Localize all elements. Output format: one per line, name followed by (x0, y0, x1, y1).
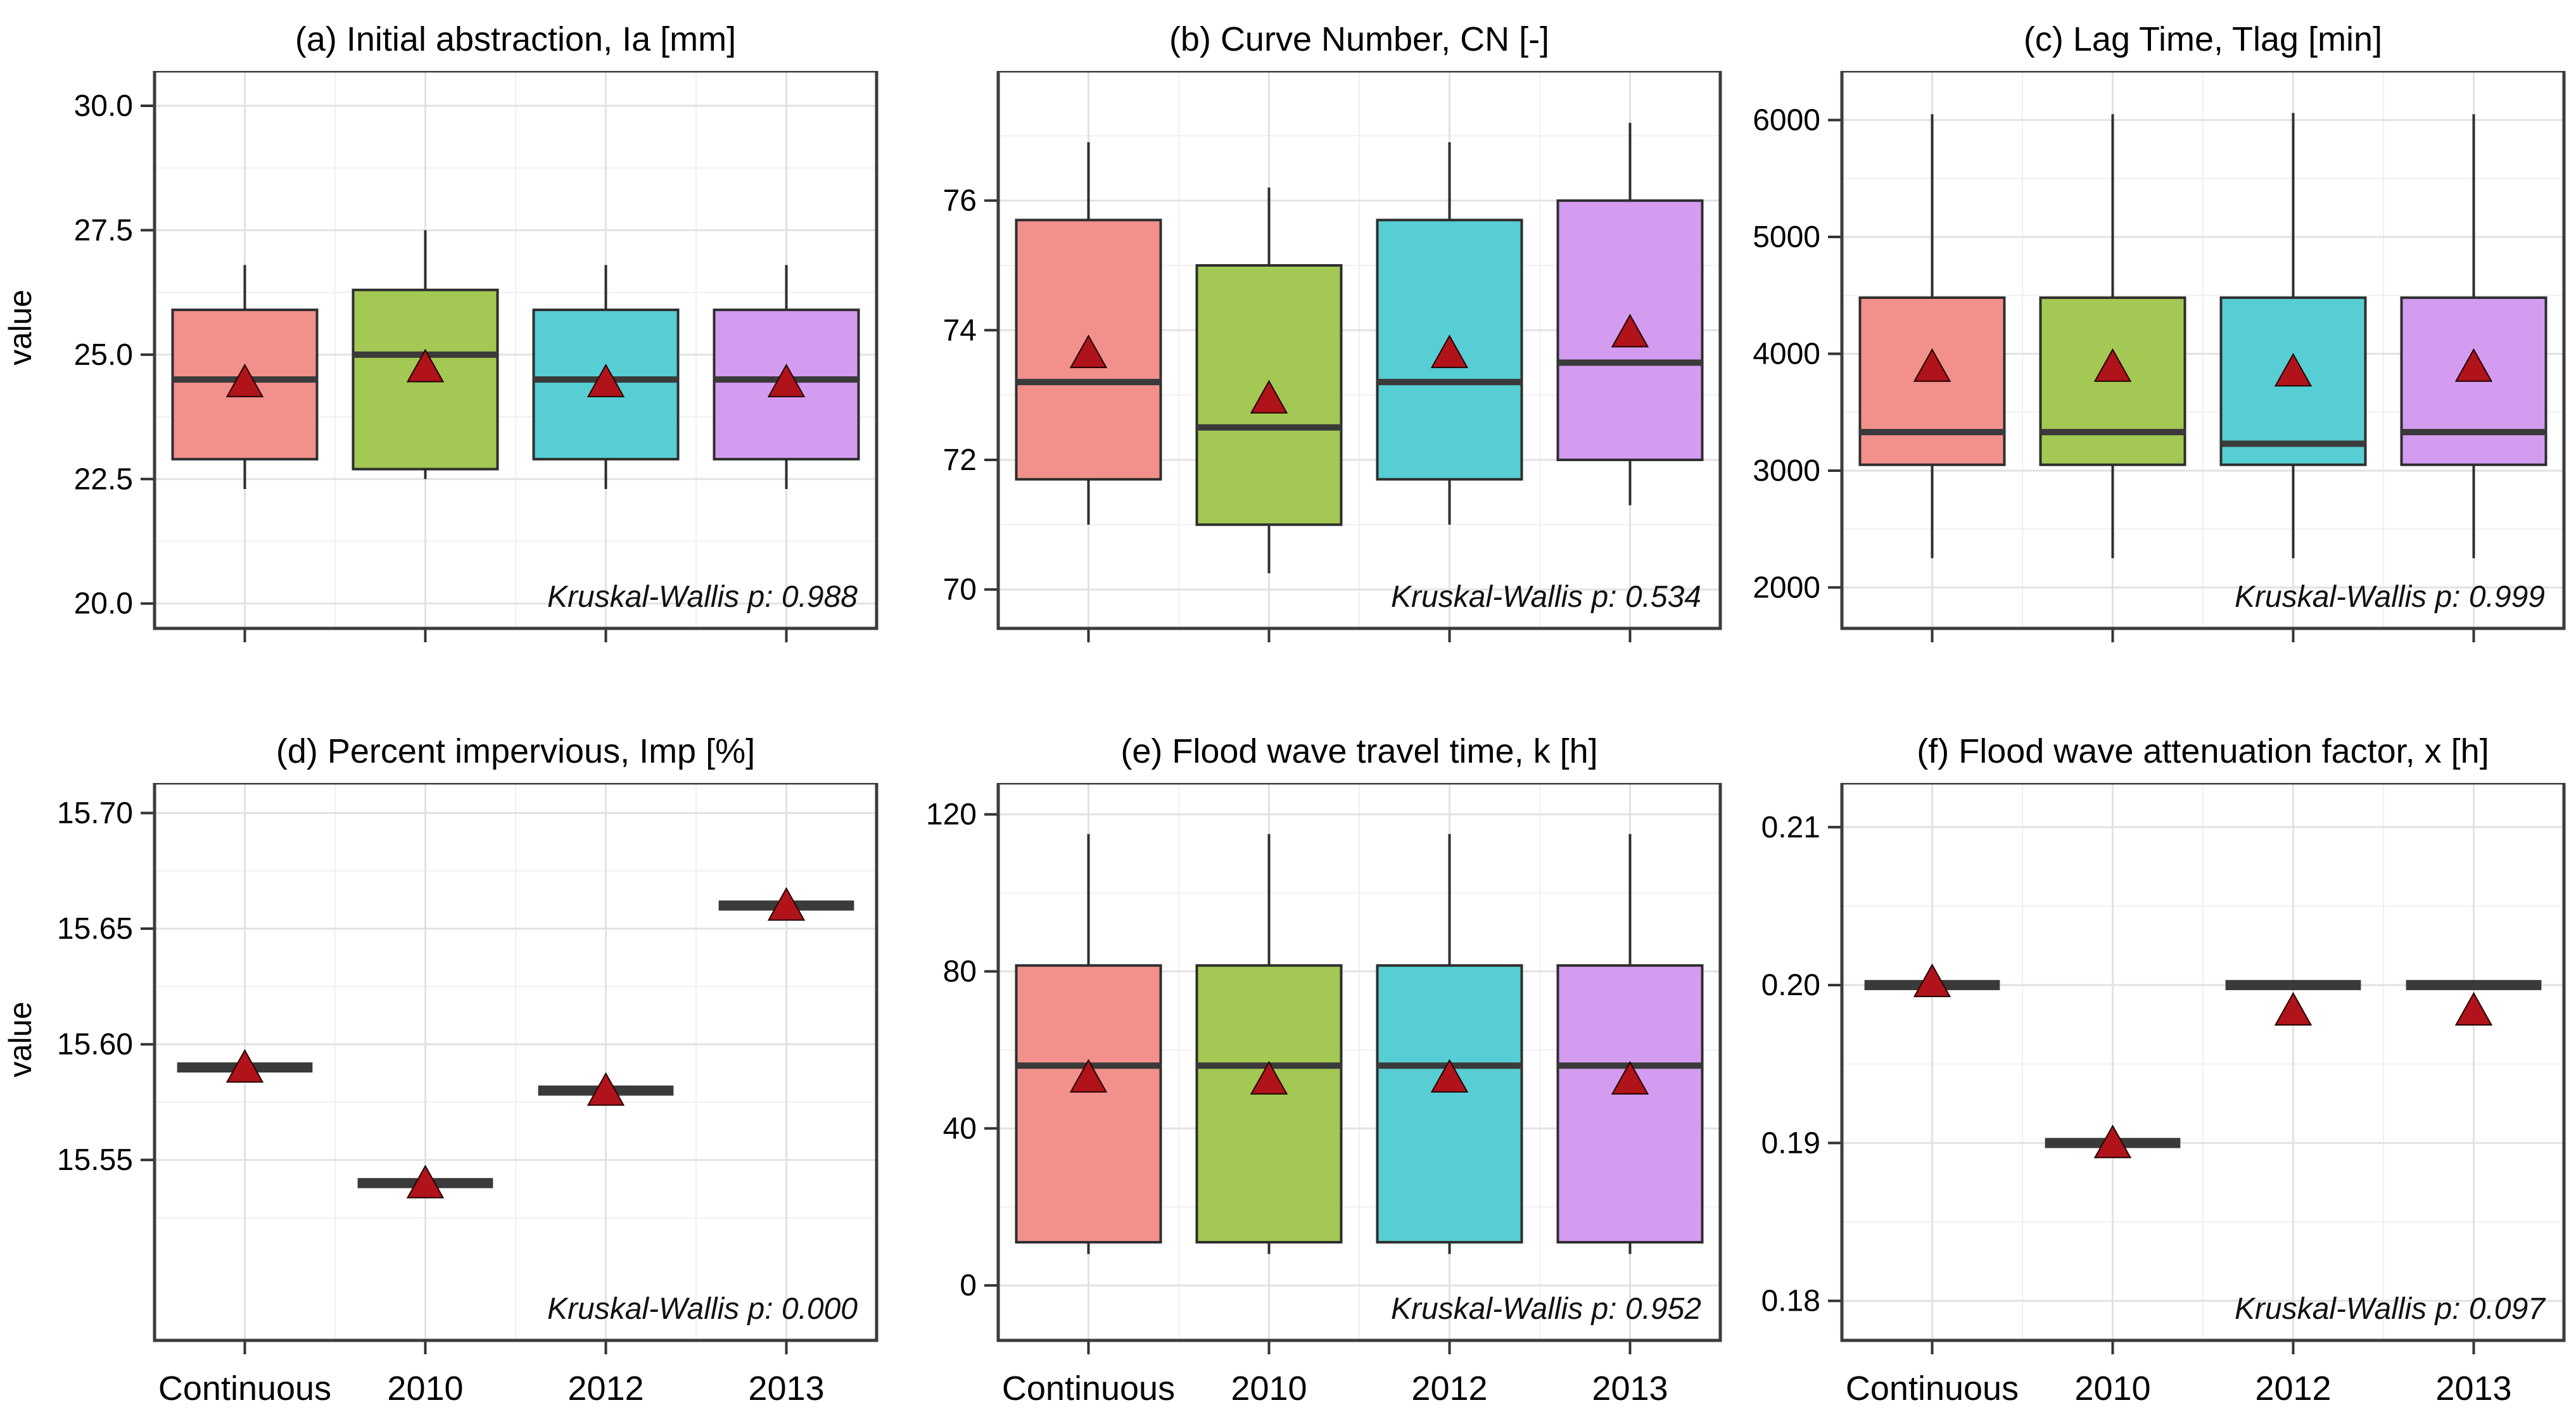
panel-f: (f) Flood wave attenuation factor, x [h]… (1728, 712, 2572, 1424)
svg-text:80: 80 (943, 955, 977, 988)
x-label-continuous: Continuous (1001, 1370, 1176, 1408)
panel-a-title: (a) Initial abstraction, Ia [mm] (295, 20, 737, 58)
svg-text:22.5: 22.5 (74, 462, 133, 496)
svg-text:2000: 2000 (1753, 571, 1820, 604)
svg-text:20.0: 20.0 (74, 587, 133, 621)
svg-text:74: 74 (943, 314, 977, 347)
y-axis-label: value (3, 289, 38, 366)
panel-c-plot: 2000 3000 4000 5000 6000 (1753, 71, 2566, 642)
panel-e-plot: 0 40 80 120 (926, 783, 1722, 1354)
x-label-2010: 2010 (387, 1370, 464, 1408)
panel-b: (b) Curve Number, CN [-] 70 72 74 76 Kruska… (884, 0, 1728, 712)
panel-f-plot: 0.18 0.19 0.20 0.21 (1761, 783, 2566, 1354)
panel-e-kruskal-wallis-annotation: Kruskal-Wallis p: 0.952 (1391, 1292, 1701, 1326)
svg-text:3000: 3000 (1753, 454, 1820, 488)
panel-d: (d) Percent impervious, Imp [%] 15.55 15.… (41, 712, 884, 1424)
x-label-2013: 2013 (1592, 1370, 1668, 1408)
panel-e-x-axis-labels: Continuous 2010 2012 2013 (998, 1359, 1720, 1418)
panel-b-title: (b) Curve Number, CN [-] (1169, 20, 1550, 58)
svg-text:30.0: 30.0 (74, 89, 133, 123)
svg-text:27.5: 27.5 (74, 213, 133, 247)
panel-b-plot: 70 72 74 76 (943, 71, 1722, 642)
svg-text:120: 120 (926, 798, 977, 832)
svg-text:76: 76 (943, 184, 977, 218)
panel-f-kruskal-wallis-annotation: Kruskal-Wallis p: 0.097 (2235, 1292, 2545, 1326)
svg-text:0.21: 0.21 (1761, 811, 1820, 844)
panel-b-kruskal-wallis-annotation: Kruskal-Wallis p: 0.534 (1391, 580, 1701, 614)
panel-c: (c) Lag Time, Tlag [min] 2000 3000 4000 500… (1728, 0, 2572, 712)
panel-d-title: (d) Percent impervious, Imp [%] (276, 732, 756, 770)
x-label-2013: 2013 (748, 1370, 825, 1408)
panel-e-title: (e) Flood wave travel time, k [h] (1120, 732, 1598, 770)
panel-a-plot-area: 20.0 22.5 25.0 27.5 30.0 Kruskal-Wallis p: 0… (41, 71, 884, 647)
panel-a-plot: 20.0 22.5 25.0 27.5 30.0 (74, 71, 879, 642)
panel-b-plot-area: 70 72 74 76 Kruskal-Wallis p: 0.534 (884, 71, 1728, 647)
svg-text:15.70: 15.70 (57, 796, 133, 830)
y-axis-label-column-row2: value (0, 712, 41, 1424)
x-label-2010: 2010 (1231, 1370, 1307, 1408)
figure-row-2: value (d) Percent impervious, Imp [%] 15… (0, 712, 2576, 1424)
x-label-2012: 2012 (2255, 1370, 2332, 1408)
svg-text:72: 72 (943, 443, 977, 477)
svg-text:15.55: 15.55 (57, 1143, 133, 1177)
x-label-2012: 2012 (1411, 1370, 1488, 1408)
svg-text:0.18: 0.18 (1761, 1285, 1820, 1318)
panel-a-kruskal-wallis-annotation: Kruskal-Wallis p: 0.988 (547, 580, 858, 614)
panel-e: (e) Flood wave travel time, k [h] 0 40 80 1… (884, 712, 1728, 1424)
y-axis-label-column-row1: value (0, 0, 41, 712)
panel-f-title: (f) Flood wave attenuation factor, x [h] (1917, 732, 2489, 770)
svg-text:40: 40 (943, 1112, 977, 1145)
x-label-2013: 2013 (2435, 1370, 2512, 1408)
svg-text:5000: 5000 (1753, 220, 1820, 254)
svg-text:4000: 4000 (1753, 337, 1820, 371)
svg-text:25.0: 25.0 (74, 338, 133, 372)
x-label-2010: 2010 (2074, 1370, 2151, 1408)
panel-f-plot-area: 0.18 0.19 0.20 0.21 Kruskal-Wallis p: 0.097 (1728, 783, 2572, 1359)
panel-c-title: (c) Lag Time, Tlag [min] (2023, 20, 2383, 58)
x-label-continuous: Continuous (158, 1370, 332, 1408)
svg-text:0.19: 0.19 (1761, 1126, 1820, 1160)
panel-c-plot-area: 2000 3000 4000 5000 6000 Kruskal-Wallis p: 0… (1728, 71, 2572, 647)
svg-text:0: 0 (960, 1269, 977, 1302)
x-label-continuous: Continuous (1845, 1370, 2019, 1408)
panel-d-kruskal-wallis-annotation: Kruskal-Wallis p: 0.000 (547, 1292, 858, 1326)
panel-f-x-axis-labels: Continuous 2010 2012 2013 (1842, 1359, 2564, 1418)
x-label-2012: 2012 (568, 1370, 644, 1408)
svg-text:15.65: 15.65 (57, 912, 133, 946)
svg-text:70: 70 (943, 573, 977, 607)
figure-row-1: value (a) Initial abstraction, Ia [mm] 2… (0, 0, 2572, 712)
svg-text:0.20: 0.20 (1761, 969, 1820, 1002)
y-axis-label: value (3, 1001, 38, 1078)
svg-text:6000: 6000 (1753, 103, 1820, 137)
panel-e-plot-area: 0 40 80 120 Kruskal-Wallis p: 0.952 (884, 783, 1728, 1359)
panel-a: (a) Initial abstraction, Ia [mm] 20.0 22.… (41, 0, 884, 712)
panel-c-kruskal-wallis-annotation: Kruskal-Wallis p: 0.999 (2235, 580, 2545, 614)
svg-text:15.60: 15.60 (57, 1028, 133, 1062)
panel-d-plot: 15.55 15.60 15.65 15.70 (57, 783, 879, 1354)
panel-d-plot-area: 15.55 15.60 15.65 15.70 Kruskal-Wallis p: 0… (41, 783, 884, 1359)
panel-d-x-axis-labels: Continuous 2010 2012 2013 (155, 1359, 877, 1418)
